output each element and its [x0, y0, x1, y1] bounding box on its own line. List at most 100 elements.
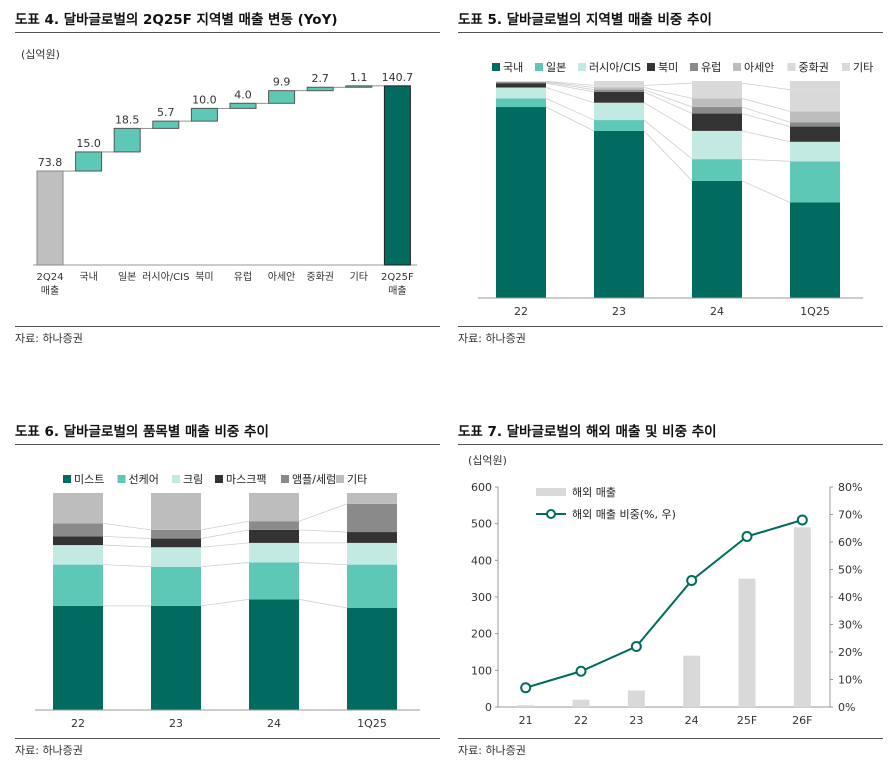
x-tick-label: 24 [710, 305, 724, 318]
stack-segment [347, 532, 397, 543]
stack-segment [53, 605, 103, 710]
x-tick-label: 24 [685, 714, 699, 727]
panel-title: 도표 4. 달바글로벌의 2Q25F 지역별 매출 변동 (YoY) [15, 12, 338, 28]
stack-segment [249, 562, 299, 600]
data-label: 18.5 [115, 113, 140, 126]
waterfall-bar [383, 85, 411, 266]
waterfall-bar [152, 120, 180, 129]
waterfall-bar [190, 107, 218, 122]
stack-segment [496, 107, 546, 298]
connector-line [643, 102, 693, 132]
connector-line [643, 82, 693, 86]
data-label: 5.7 [157, 106, 175, 119]
connector-line [741, 82, 791, 91]
bar [572, 699, 590, 707]
source-rule [458, 326, 883, 327]
connector-line [102, 536, 152, 539]
connector-line [298, 529, 348, 533]
unit-label: (십억원) [468, 454, 507, 467]
x-tick-label: 21 [519, 714, 533, 727]
connector-line [643, 89, 693, 108]
y-right-tick-label: 10% [838, 674, 862, 687]
stack-segment [594, 85, 644, 88]
connector-line [545, 106, 595, 132]
line-point [686, 575, 698, 586]
y-left-tick-label: 0 [485, 701, 492, 714]
y-left-tick-label: 100 [471, 664, 492, 677]
y-right-tick-label: 80% [838, 481, 862, 494]
x-tick-label: 유럽 [234, 271, 252, 283]
stack-segment [496, 83, 546, 88]
stack-segment [692, 159, 742, 181]
stack-segment [790, 126, 840, 142]
stack-segment [347, 564, 397, 609]
x-tick-label: 22 [71, 717, 85, 730]
x-tick-label: 22 [514, 305, 528, 318]
data-label: 4.0 [234, 88, 252, 101]
legend-label: 크림 [183, 473, 203, 486]
y-left-tick-label: 200 [471, 628, 492, 641]
stack-segment [790, 141, 840, 162]
x-tick-label: 아세안 [268, 271, 296, 283]
legend-label: 미스트 [74, 473, 104, 486]
legend-swatch [733, 63, 741, 71]
panel-overseas-sales: 도표 7. 달바글로벌의 해외 매출 및 비중 추이 (십억원) 0 100 200 3… [458, 420, 883, 760]
y-left-tick-label: 300 [471, 591, 492, 604]
stack-segment [790, 111, 840, 123]
line-point [520, 682, 532, 694]
stack-segment [249, 521, 299, 530]
title-rule [458, 32, 883, 33]
share-line [525, 519, 803, 689]
connector-line [545, 87, 595, 104]
legend-label: 마스크팩 [226, 473, 266, 486]
x-tick-label: 매출 [388, 285, 406, 297]
stack-segment [53, 545, 103, 565]
x-tick-label: 24 [267, 717, 281, 730]
connector-line [102, 564, 152, 568]
waterfall-bar [345, 85, 373, 88]
source-note: 자료: 하나증권 [458, 332, 526, 345]
stack-segment [53, 564, 103, 606]
x-tick-label: 1Q25 [800, 305, 830, 318]
connector-line [200, 529, 250, 539]
stack-segment [692, 81, 742, 84]
data-label: 10.0 [192, 93, 217, 106]
connector-line [200, 562, 250, 568]
product-share-chart: 22 23 24 1Q25 미스트 선케어 크림 마스크팩 앰플/세럼 기타 [35, 473, 420, 730]
waterfall-chart: (십억원) 73.8 2Q24 매출 15.0 국내 18.5 일본 5.7 러시아/CIS 10.… [21, 48, 417, 297]
legend-label: 국내 [503, 61, 523, 74]
data-label: 9.9 [273, 76, 291, 89]
legend-swatch [842, 63, 850, 71]
source-note: 자료: 하나증권 [15, 744, 83, 757]
legend-swatch [281, 475, 289, 483]
stack-segment [692, 83, 742, 99]
connector-line [741, 130, 791, 143]
stack-segment [151, 538, 201, 548]
panel-title: 도표 5. 달바글로벌의 지역별 매출 비중 추이 [458, 12, 712, 28]
stack-segment [53, 536, 103, 546]
legend-swatch [492, 63, 500, 71]
connector-line [643, 87, 693, 99]
connector-line [643, 119, 693, 160]
stack-segment [594, 102, 644, 121]
source-rule [15, 326, 440, 327]
line-point [630, 641, 642, 652]
panel-region-share: 도표 5. 달바글로벌의 지역별 매출 비중 추이 22 23 24 1Q25 국내 일본… [458, 8, 883, 348]
connector-line [741, 180, 791, 203]
data-label: 2.7 [311, 72, 329, 85]
legend-swatch [336, 475, 344, 483]
connector-line [200, 542, 250, 548]
legend-swatch [787, 63, 796, 71]
unit-label: (십억원) [21, 48, 60, 61]
stack-segment [53, 523, 103, 537]
waterfall-bar [36, 170, 64, 266]
data-label: 15.0 [76, 137, 101, 150]
bar [793, 527, 811, 707]
region-share-chart: 22 23 24 1Q25 국내 일본 러시아/CIS 북미 유럽 아세안 중화권 기타 [478, 60, 873, 318]
y-left-tick-label: 600 [471, 481, 492, 494]
stack-segment [692, 130, 742, 160]
stack-segment [594, 91, 644, 103]
data-label: 1.1 [350, 71, 368, 84]
x-tick-label: 북미 [195, 271, 213, 283]
legend-label: 기타 [853, 61, 873, 74]
